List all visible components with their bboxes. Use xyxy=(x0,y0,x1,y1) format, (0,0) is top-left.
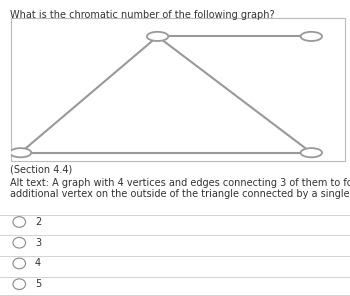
Text: 4: 4 xyxy=(35,258,41,268)
Circle shape xyxy=(301,148,322,157)
Text: Alt text: A graph with 4 vertices and edges connecting 3 of them to form a trian: Alt text: A graph with 4 vertices and ed… xyxy=(10,178,350,188)
Text: What is the chromatic number of the following graph?: What is the chromatic number of the foll… xyxy=(10,10,275,20)
Text: 2: 2 xyxy=(35,217,41,227)
Text: (Section 4.4): (Section 4.4) xyxy=(10,164,73,174)
Circle shape xyxy=(147,32,168,41)
Text: additional vertex on the outside of the triangle connected by a single edge.: additional vertex on the outside of the … xyxy=(10,189,350,200)
Circle shape xyxy=(301,32,322,41)
Circle shape xyxy=(10,148,31,157)
Text: 5: 5 xyxy=(35,279,41,289)
Text: 3: 3 xyxy=(35,238,41,248)
